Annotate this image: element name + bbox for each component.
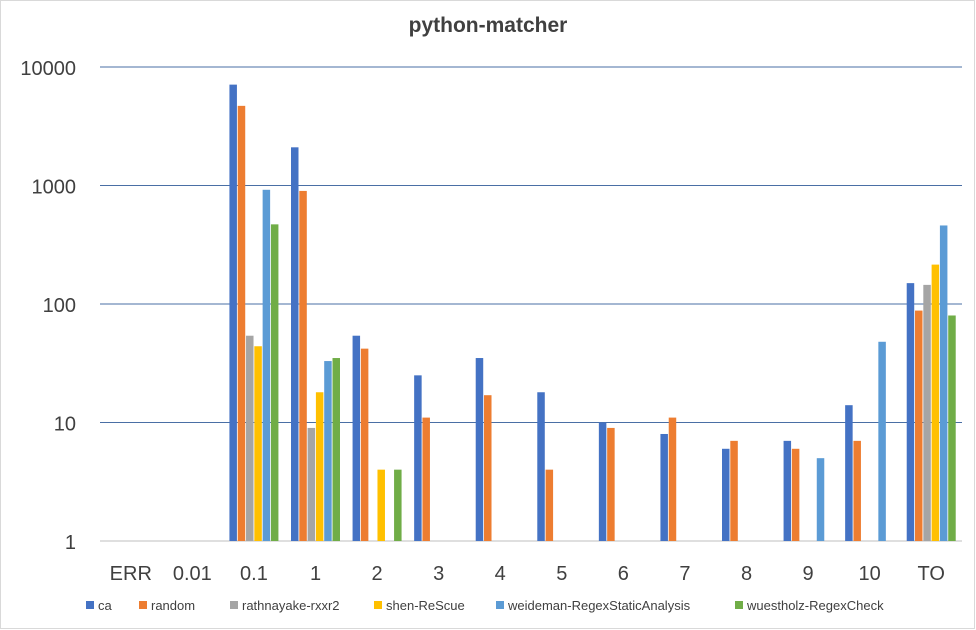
x-tick-label: 0.01 (173, 563, 212, 585)
gridlines (100, 66, 962, 542)
bar-ca-2 (352, 335, 361, 541)
legend-swatch (496, 601, 504, 609)
x-tick-label: 4 (495, 563, 506, 585)
bar-weideman-RegexStaticAnalysis-1 (324, 361, 332, 541)
legend-label: shen-ReScue (386, 598, 465, 613)
x-tick-label: ERR (110, 563, 152, 585)
bar-random-2 (360, 348, 369, 541)
y-tick-label: 100 (43, 295, 76, 317)
bar-wuestholz-RegexCheck-1 (332, 358, 340, 541)
bar-random-8 (730, 440, 738, 541)
bar-rathnayake-rxxr2-1 (307, 427, 316, 541)
x-tick-label: 3 (433, 563, 444, 585)
x-tick-label: 0.1 (240, 563, 268, 585)
bar-wuestholz-RegexCheck-0.1 (270, 224, 279, 542)
x-tick-label: TO (918, 563, 945, 585)
y-tick-label: 1 (65, 532, 76, 554)
bar-random-4 (484, 395, 492, 541)
bar-random-1 (299, 190, 307, 542)
legend-swatch (86, 601, 94, 609)
bar-shen-ReScue-2 (377, 469, 385, 541)
bar-ca-4 (475, 358, 484, 541)
bar-ca-8 (722, 448, 730, 541)
bar-weideman-RegexStaticAnalysis-9 (816, 458, 825, 541)
bar-ca-7 (660, 433, 668, 541)
chart-title: python-matcher (408, 14, 568, 37)
bar-wuestholz-RegexCheck-TO (948, 315, 956, 541)
bar-ca-9 (783, 440, 792, 541)
bar-ca-5 (537, 392, 545, 541)
legend-swatch (139, 601, 147, 609)
bar-random-10 (853, 440, 861, 541)
bars (229, 84, 956, 542)
bar-random-5 (545, 469, 554, 541)
legend-label: weideman-RegexStaticAnalysis (507, 598, 691, 613)
bar-random-7 (668, 417, 677, 541)
legend-label: random (151, 598, 195, 613)
bar-ca-0.1 (229, 84, 237, 541)
bar-random-3 (422, 417, 430, 541)
legend-swatch (374, 601, 382, 609)
legend-swatch (230, 601, 238, 609)
bar-random-0.1 (237, 105, 246, 541)
bar-ca-TO (906, 283, 915, 541)
legend: ca random rathnayake-rxxr2 shen-ReScue weide… (86, 598, 884, 613)
x-tick-label: 7 (679, 563, 690, 585)
x-tick-label: 2 (372, 563, 383, 585)
bar-random-TO (915, 310, 923, 541)
legend-swatch (735, 601, 743, 609)
bar-weideman-RegexStaticAnalysis-0.1 (262, 189, 271, 541)
x-tick-label: 10 (859, 563, 881, 585)
legend-label: ca (98, 598, 113, 613)
bar-random-6 (607, 427, 615, 541)
bar-ca-6 (598, 422, 607, 541)
bar-wuestholz-RegexCheck-2 (394, 469, 402, 541)
legend-label: rathnayake-rxxr2 (242, 598, 340, 613)
x-tick-label: 9 (803, 563, 814, 585)
bar-weideman-RegexStaticAnalysis-10 (878, 341, 886, 541)
x-tick-label: 8 (741, 563, 752, 585)
bar-rathnayake-rxxr2-0.1 (246, 335, 254, 541)
bar-shen-ReScue-0.1 (254, 346, 262, 541)
bar-shen-ReScue-TO (931, 264, 940, 541)
bar-ca-10 (845, 405, 853, 541)
bar-shen-ReScue-1 (315, 392, 324, 541)
y-tick-label: 10 (54, 414, 76, 436)
x-tick-label: 5 (556, 563, 567, 585)
bar-rathnayake-rxxr2-TO (923, 284, 931, 541)
x-tick-label: 1 (310, 563, 321, 585)
y-tick-label: 10000 (20, 58, 76, 80)
bar-weideman-RegexStaticAnalysis-TO (939, 225, 948, 541)
x-axis-ticks: ERR 0.01 0.1 1 2 3 4 5 6 7 8 9 10 TO (110, 563, 945, 585)
bar-ca-1 (291, 147, 299, 541)
x-tick-label: 6 (618, 563, 629, 585)
legend-label: wuestholz-RegexCheck (746, 598, 884, 613)
y-axis-ticks: 1 10 100 1000 10000 (20, 58, 76, 554)
bar-ca-3 (414, 375, 422, 541)
y-tick-label: 1000 (32, 177, 77, 199)
bar-random-9 (791, 448, 800, 541)
